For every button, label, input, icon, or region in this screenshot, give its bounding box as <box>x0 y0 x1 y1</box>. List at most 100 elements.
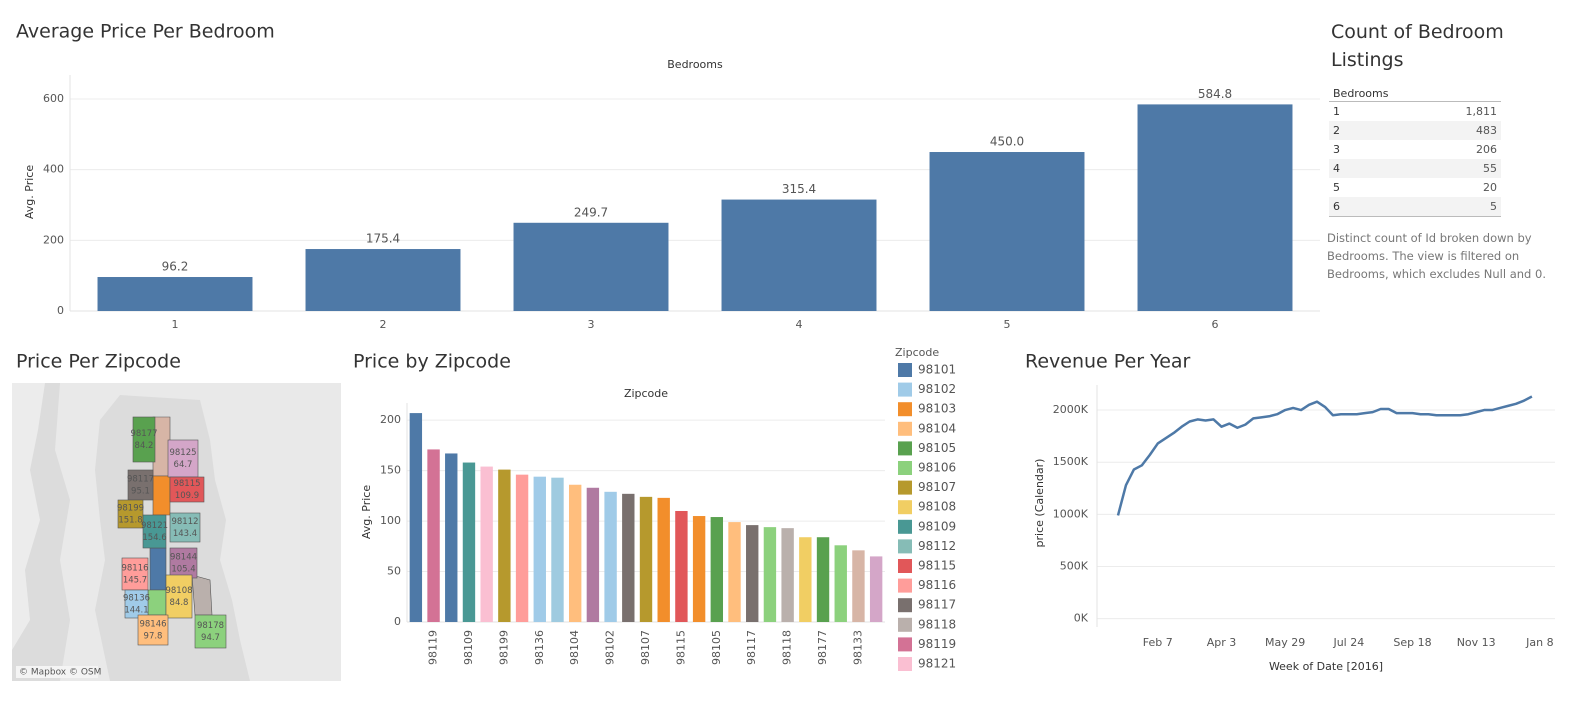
bar <box>692 516 706 622</box>
table-cell: 1 <box>1333 105 1340 118</box>
table-header: Bedrooms <box>1329 86 1501 102</box>
value-label: 450.0 <box>990 135 1024 149</box>
legend-swatch <box>898 382 912 397</box>
table-row: 3 206 <box>1329 140 1501 159</box>
x-axis-title: Zipcode <box>624 387 668 400</box>
bar <box>462 462 476 622</box>
bar <box>816 537 830 622</box>
table-header-row: Bedrooms <box>1329 86 1501 102</box>
bar <box>728 522 741 622</box>
legend-label: 98105 <box>918 441 956 455</box>
y-axis-title: Avg. Price <box>360 485 373 539</box>
region-zipcode: 98178 <box>197 621 224 631</box>
map-region <box>147 589 167 616</box>
bar <box>657 497 670 622</box>
map-region <box>167 439 199 478</box>
bar <box>929 152 1085 311</box>
y-axis-title: Avg. Price <box>23 165 36 219</box>
legend-swatch <box>898 617 912 632</box>
region-zipcode: 98115 <box>173 479 200 489</box>
region-zipcode: 98121 <box>141 521 168 531</box>
legend-swatch <box>898 598 912 613</box>
bar <box>97 277 253 311</box>
legend-swatch <box>898 519 912 534</box>
region-value: 143.4 <box>173 529 197 539</box>
x-tick-label: Sep 18 <box>1393 636 1431 649</box>
x-tick-label: 98107 <box>639 630 652 665</box>
x-tick-label: 98105 <box>710 630 723 665</box>
map-region <box>165 574 193 619</box>
region-value: 94.7 <box>201 633 220 643</box>
x-tick-label: 2 <box>380 318 387 331</box>
table-cell: 55 <box>1376 159 1501 178</box>
table-title: Count of Bedroom Listings <box>1331 21 1504 71</box>
bar <box>445 453 458 622</box>
y-tick-label: 0 <box>394 615 401 628</box>
region-zipcode: 98199 <box>117 504 144 514</box>
bar <box>622 493 635 622</box>
region-zipcode: 98144 <box>170 553 197 563</box>
table-body: 1 1,811 2 483 3 206 4 55 5 20 6 5 <box>1329 102 1501 217</box>
x-tick-label: 98104 <box>568 630 581 665</box>
legend-swatch <box>898 500 912 515</box>
region-value: 154.6 <box>142 533 166 543</box>
table-cell: 6 <box>1329 197 1377 217</box>
bar <box>551 477 564 622</box>
value-label: 315.4 <box>782 182 816 196</box>
legend-swatch <box>898 657 912 671</box>
legend-label: 98115 <box>918 559 956 573</box>
legend-swatch <box>898 363 912 377</box>
map-region <box>169 476 205 503</box>
x-tick-label: 6 <box>1212 318 1219 331</box>
map-title: Price Per Zipcode <box>16 351 181 373</box>
legend-swatch <box>898 421 912 436</box>
map-region <box>124 589 149 619</box>
x-tick-label: Apr 3 <box>1207 636 1237 649</box>
legend-label: 98117 <box>918 598 956 612</box>
bar <box>746 525 759 622</box>
legend-swatch <box>898 441 912 456</box>
map-region <box>137 614 169 646</box>
map-region <box>194 614 227 649</box>
map-region <box>152 475 171 516</box>
map-region <box>127 469 154 501</box>
x-tick-label: Feb 7 <box>1143 636 1173 649</box>
bar <box>763 527 777 622</box>
y-tick-label: 600 <box>43 92 64 105</box>
legend-label: 98104 <box>918 421 956 435</box>
region-value: 84.8 <box>170 598 189 608</box>
y-tick-label: 0K <box>1074 612 1089 625</box>
legend-swatch <box>898 402 912 417</box>
region-value: 151.8 <box>118 516 142 526</box>
x-tick-label: 98102 <box>604 630 617 665</box>
x-tick-label: 98136 <box>533 630 546 665</box>
legend-swatch <box>898 539 912 554</box>
region-zipcode: 98125 <box>169 448 196 458</box>
region-value: 84.2 <box>135 441 154 451</box>
y-tick-label: 50 <box>387 565 401 578</box>
bar <box>568 484 582 622</box>
region-value: 145.7 <box>123 576 147 586</box>
legend-swatch <box>898 578 912 593</box>
table-cell: 483 <box>1376 121 1501 140</box>
map-attribution: © Mapbox © OSM <box>19 668 101 678</box>
chart-title: Revenue Per Year <box>1025 351 1191 373</box>
map-land <box>55 383 341 681</box>
x-tick-label: 98199 <box>497 630 510 665</box>
region-zipcode: 98117 <box>127 475 154 485</box>
y-tick-label: 1500K <box>1053 455 1089 468</box>
x-tick-label: 3 <box>588 318 595 331</box>
region-value: 144.1 <box>124 606 148 616</box>
map-region <box>132 416 156 463</box>
x-tick-label: 98177 <box>816 630 829 665</box>
map-region <box>121 557 149 591</box>
table-cell: 5 <box>1333 181 1340 194</box>
map-region <box>169 512 201 543</box>
region-zipcode: 98146 <box>139 620 166 630</box>
line <box>1116 395 1533 516</box>
map-land <box>12 383 45 650</box>
value-label: 584.8 <box>1198 87 1232 101</box>
legend-label: 98119 <box>918 637 956 651</box>
